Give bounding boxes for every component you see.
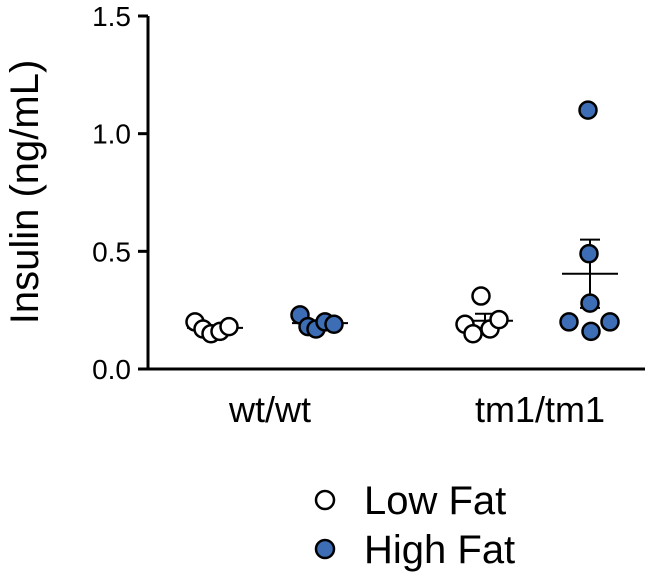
x-category-label: wt/wt (228, 389, 311, 430)
data-point (471, 286, 491, 306)
data-point (324, 314, 344, 335)
x-category-label: tm1/tm1 (475, 389, 605, 430)
legend: Low Fat High Fat (314, 479, 515, 572)
data-point (463, 323, 483, 344)
data-point (579, 243, 599, 264)
y-ticks: 0.0 0.5 1.0 1.5 (92, 1, 148, 385)
legend-marker-low-fat (314, 489, 336, 511)
legend-label-high-fat: High Fat (364, 528, 515, 572)
data-point (578, 100, 598, 120)
mean-sem-bars (187, 238, 618, 332)
data-point (600, 312, 620, 332)
legend-label-low-fat: Low Fat (364, 479, 506, 523)
data-point (489, 309, 509, 330)
legend-marker-high-fat (314, 538, 336, 560)
y-tick-label: 0.5 (92, 236, 131, 267)
y-tick-label: 0.0 (92, 354, 131, 385)
x-categories: wt/wt tm1/tm1 (228, 389, 605, 430)
data-point (559, 312, 579, 332)
data-point (580, 293, 600, 313)
y-tick-label: 1.5 (92, 1, 131, 32)
data-point (581, 321, 601, 342)
data-points (185, 100, 620, 344)
y-axis-title: Insulin (ng/mL) (3, 60, 47, 325)
y-tick-label: 1.0 (92, 119, 131, 150)
data-point (219, 316, 239, 337)
